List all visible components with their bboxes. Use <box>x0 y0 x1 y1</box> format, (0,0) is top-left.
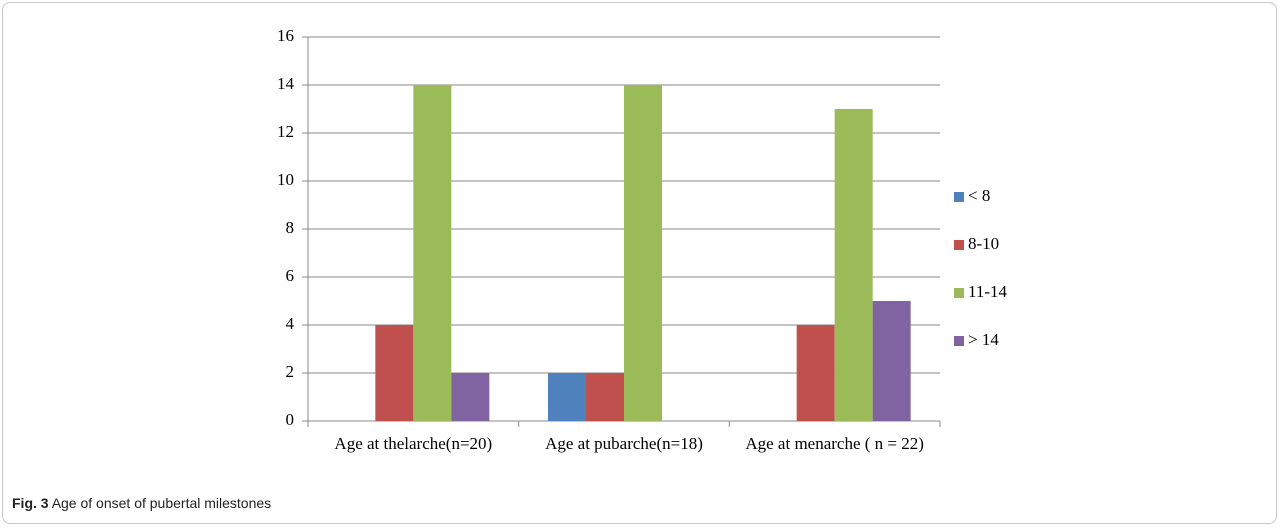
x-tick-label: Age at thelarche(n=20) <box>334 434 493 453</box>
bar <box>548 373 586 421</box>
legend-swatch <box>954 192 964 202</box>
legend-label: < 8 <box>968 186 990 205</box>
legend-label: > 14 <box>968 330 999 349</box>
bar <box>451 373 490 421</box>
bar <box>413 85 452 421</box>
y-tick-label: 14 <box>277 74 295 93</box>
bar <box>834 109 873 421</box>
caption-label: Fig. 3 <box>12 495 49 511</box>
y-tick-label: 0 <box>286 410 295 429</box>
legend-swatch <box>954 336 964 346</box>
caption-text: Age of onset of pubertal milestones <box>51 495 272 511</box>
y-tick-label: 6 <box>286 266 295 285</box>
x-tick-label: Age at pubarche(n=18) <box>545 434 703 453</box>
legend-label: 8-10 <box>968 234 999 253</box>
y-tick-label: 16 <box>277 26 294 45</box>
y-tick-label: 8 <box>286 218 295 237</box>
legend-swatch <box>954 240 964 250</box>
y-tick-label: 10 <box>277 170 294 189</box>
y-tick-label: 4 <box>286 314 295 333</box>
y-tick-label: 12 <box>277 122 294 141</box>
bar <box>375 325 414 421</box>
bar <box>586 373 624 421</box>
bar <box>796 325 835 421</box>
bar <box>624 85 662 421</box>
legend-label: 11-14 <box>968 282 1008 301</box>
x-tick-label: Age at menarche ( n = 22) <box>745 434 924 453</box>
legend-swatch <box>954 288 964 298</box>
caption: Fig. 3 Age of onset of pubertal mileston… <box>12 495 271 511</box>
y-tick-label: 2 <box>286 362 295 381</box>
bar <box>872 301 911 421</box>
